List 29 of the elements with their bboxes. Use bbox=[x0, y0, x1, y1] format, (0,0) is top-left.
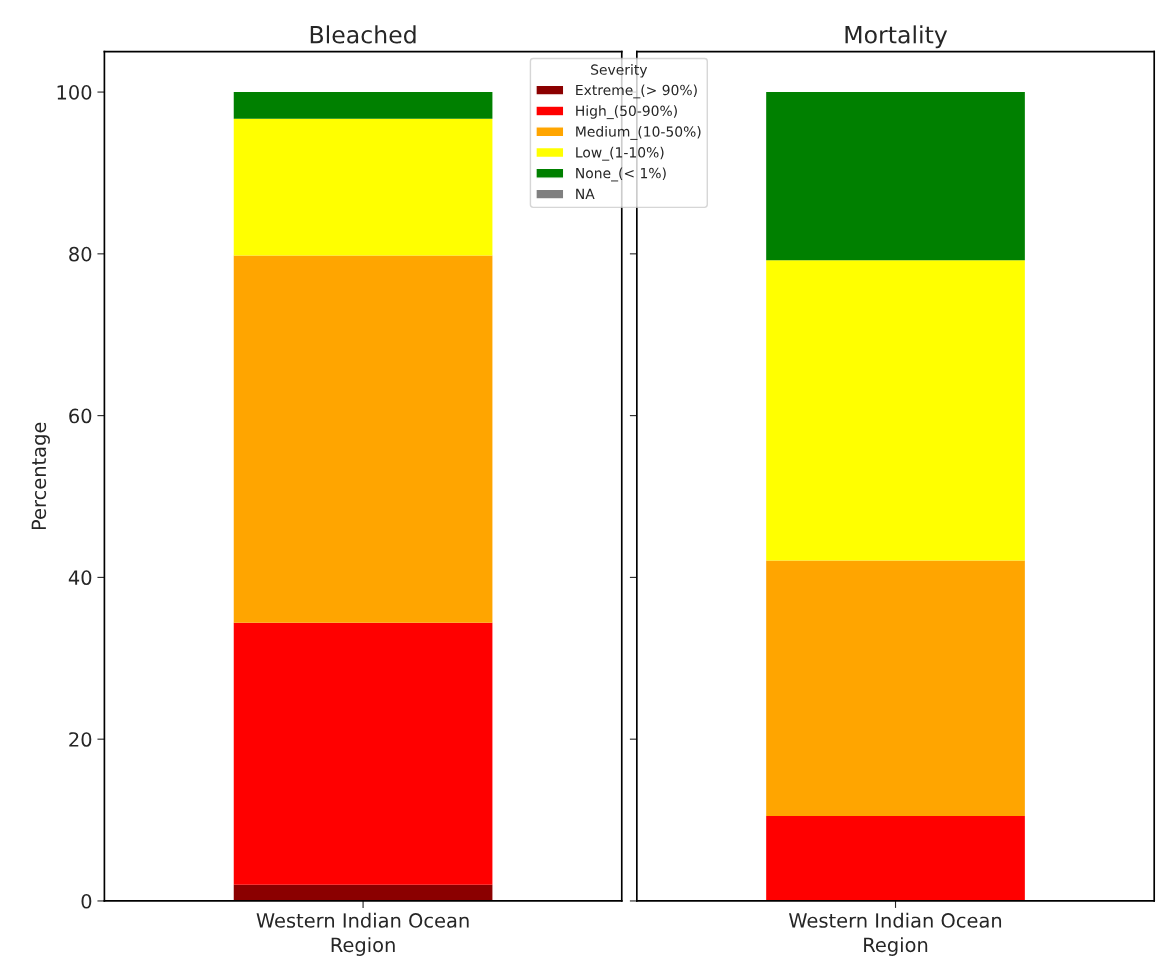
chart-title: Mortality bbox=[845, 25, 948, 49]
legend-label: High_(50-90%) bbox=[576, 105, 677, 120]
bar bbox=[233, 255, 493, 623]
legend-label: Low_(1-10%) bbox=[576, 146, 664, 161]
bar bbox=[766, 92, 1025, 261]
y-tick-label: 60 bbox=[69, 408, 92, 424]
x-tick-label: Western Indian Ocean bbox=[256, 912, 469, 928]
y-tick-label: 20 bbox=[69, 732, 92, 747]
x-axis-title: Region bbox=[331, 937, 395, 956]
legend-title: Severity bbox=[591, 64, 648, 78]
bar bbox=[766, 260, 1025, 561]
legend-label: Extreme_(> 90%) bbox=[576, 84, 697, 99]
bar bbox=[233, 92, 493, 119]
bar bbox=[233, 884, 493, 901]
bar bbox=[233, 118, 493, 256]
x-axis-title: Region bbox=[864, 937, 928, 956]
y-tick-label: 80 bbox=[69, 246, 92, 262]
y-tick-label: 100 bbox=[57, 85, 92, 100]
y-tick-label: 0 bbox=[81, 893, 92, 909]
legend-label: None_(< 1%) bbox=[576, 167, 666, 182]
y-tick-label: 40 bbox=[68, 570, 92, 586]
x-tick-label: Western Indian Ocean bbox=[788, 912, 1002, 928]
legend-label: Medium_(10-50%) bbox=[576, 126, 701, 140]
chart-title: Bleached bbox=[310, 25, 416, 44]
bar bbox=[233, 622, 493, 885]
y-axis-title: Percentage bbox=[31, 422, 50, 530]
bar bbox=[766, 816, 1025, 901]
legend-label: NA bbox=[576, 188, 595, 199]
bar bbox=[766, 560, 1025, 817]
